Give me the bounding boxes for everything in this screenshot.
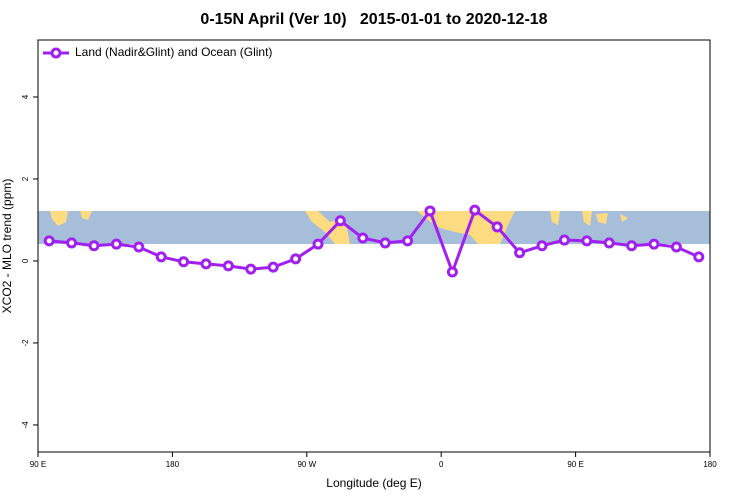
point [626,240,638,252]
point [693,251,705,263]
x-tick-label: 0 [439,460,444,469]
point [514,247,526,259]
y-tick-label: 4 [21,94,30,99]
land [620,214,628,222]
y-tick-label: -4 [21,421,30,429]
legend-point [50,47,62,59]
y-tick-label: 2 [21,176,30,181]
point [424,205,436,217]
point [290,253,302,265]
y-tick-label: 0 [21,258,30,263]
map-background [38,211,710,244]
land [596,213,608,224]
chart-title: 0-15N April (Ver 10) 2015-01-01 to 2020-… [200,11,547,28]
x-tick-label: 90 E [30,460,46,469]
point [267,261,279,273]
x-axis-label: Longitude (deg E) [326,476,421,490]
y-tick-label: -2 [21,339,30,347]
point [469,204,481,216]
point [88,240,100,252]
point [133,241,145,253]
point [670,241,682,253]
land [550,211,560,225]
land [582,211,592,226]
point [222,260,234,272]
point [357,232,369,244]
point [379,237,391,249]
point [603,237,615,249]
point [558,234,570,246]
x-tick-label: 90 W [297,460,316,469]
point [178,256,190,268]
x-tick-label: 180 [703,460,717,469]
point [446,266,458,278]
point [536,240,548,252]
land [305,211,350,244]
point [245,263,257,275]
point [334,215,346,227]
x-tick-label: 90 E [567,460,583,469]
x-tick-label: 180 [166,460,180,469]
point [312,238,324,250]
point [155,251,167,263]
land [50,211,68,226]
point [43,235,55,247]
land [417,211,515,244]
point [491,221,503,233]
point [200,258,212,270]
point [581,235,593,247]
point [66,237,78,249]
point [110,238,122,250]
plot-frame [37,39,711,453]
land [80,211,92,220]
point [402,235,414,247]
legend-label: Land (Nadir&Glint) and Ocean (Glint) [75,45,272,59]
y-axis-label: XCO2 - MLO trend (ppm) [0,179,14,314]
point [648,238,660,250]
